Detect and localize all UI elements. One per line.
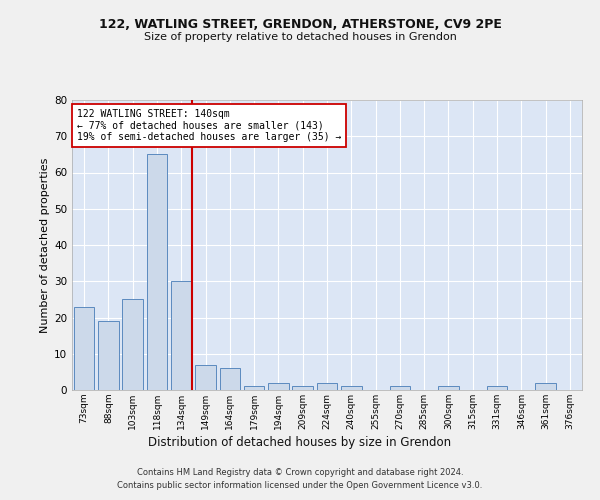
- Y-axis label: Number of detached properties: Number of detached properties: [40, 158, 50, 332]
- Bar: [122, 300, 143, 390]
- Text: Contains HM Land Registry data © Crown copyright and database right 2024.: Contains HM Land Registry data © Crown c…: [137, 468, 463, 477]
- Bar: [268, 383, 289, 390]
- Bar: [389, 386, 410, 390]
- Text: Distribution of detached houses by size in Grendon: Distribution of detached houses by size …: [148, 436, 452, 449]
- Text: Size of property relative to detached houses in Grendon: Size of property relative to detached ho…: [143, 32, 457, 42]
- Bar: [535, 383, 556, 390]
- Bar: [317, 383, 337, 390]
- Bar: [171, 281, 191, 390]
- Bar: [98, 321, 119, 390]
- Bar: [74, 306, 94, 390]
- Text: 122 WATLING STREET: 140sqm
← 77% of detached houses are smaller (143)
19% of sem: 122 WATLING STREET: 140sqm ← 77% of deta…: [77, 108, 341, 142]
- Bar: [220, 368, 240, 390]
- Bar: [244, 386, 265, 390]
- Bar: [195, 364, 216, 390]
- Text: Contains public sector information licensed under the Open Government Licence v3: Contains public sector information licen…: [118, 480, 482, 490]
- Bar: [146, 154, 167, 390]
- Bar: [438, 386, 459, 390]
- Bar: [487, 386, 508, 390]
- Bar: [292, 386, 313, 390]
- Text: 122, WATLING STREET, GRENDON, ATHERSTONE, CV9 2PE: 122, WATLING STREET, GRENDON, ATHERSTONE…: [98, 18, 502, 30]
- Bar: [341, 386, 362, 390]
